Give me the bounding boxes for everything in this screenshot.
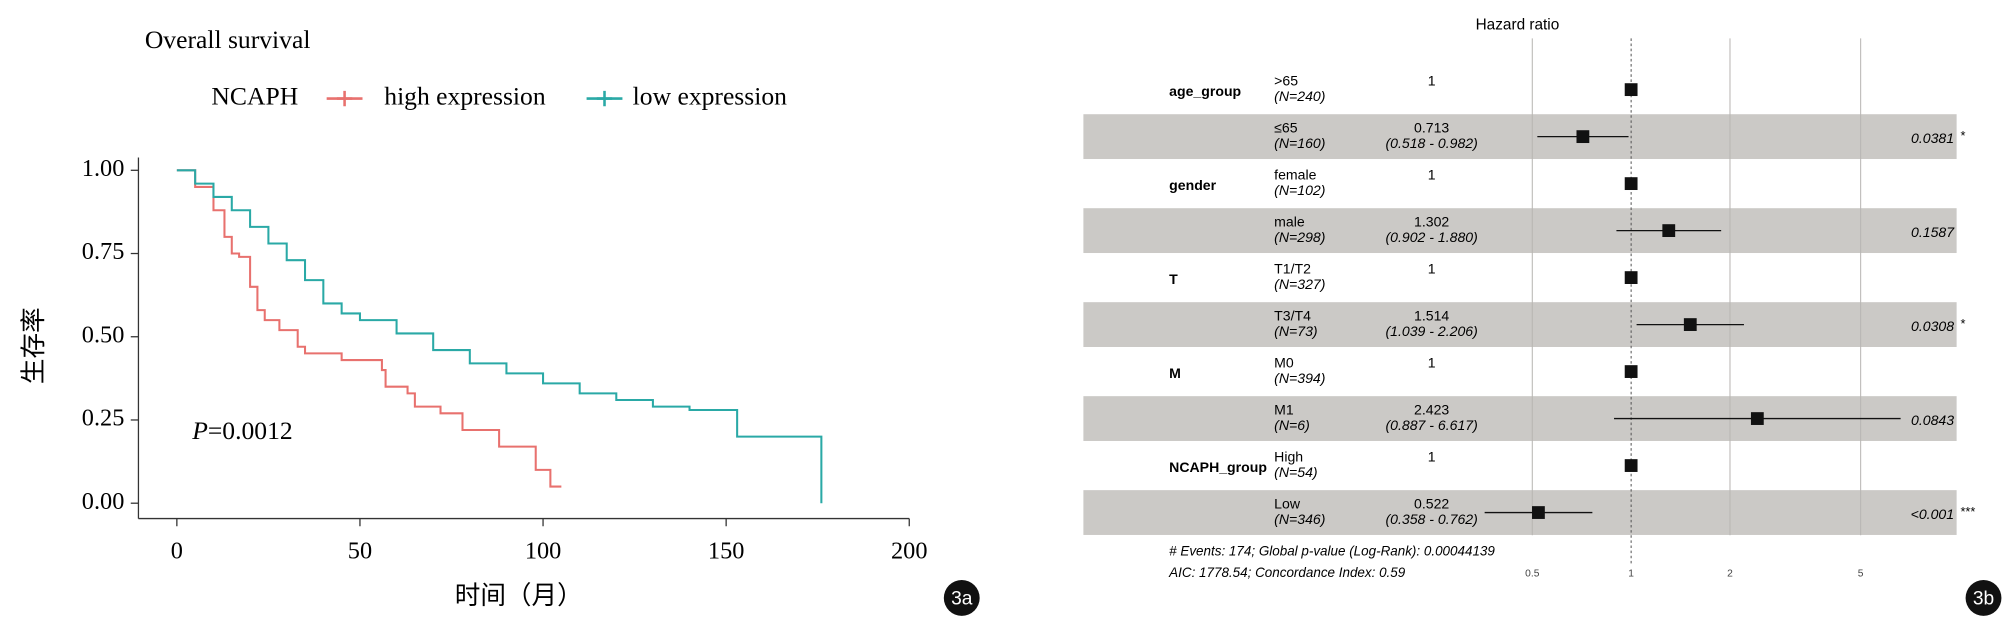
x-tick-label: 200 <box>891 538 927 565</box>
forest-title: Hazard ratio <box>1476 17 1560 34</box>
significance: * <box>1960 128 1965 143</box>
hr-point <box>1624 271 1638 284</box>
row-shade <box>1083 114 1957 160</box>
hr-point <box>1662 224 1676 238</box>
group-label: T <box>1169 271 1178 287</box>
group-label: NCAPH_group <box>1169 459 1267 475</box>
n-label: (N=327) <box>1274 276 1325 292</box>
level-label: >65 <box>1274 73 1298 89</box>
panel-label: 3a <box>951 588 973 609</box>
ci-label: (0.358 - 0.762) <box>1385 511 1477 527</box>
level-label: female <box>1274 167 1316 183</box>
legend-label: high expression <box>384 81 546 110</box>
ci-label: (1.039 - 2.206) <box>1385 323 1477 339</box>
survival-curve <box>176 169 823 504</box>
x-tick-label: 0.5 <box>1525 568 1540 579</box>
level-label: M1 <box>1274 402 1294 418</box>
y-tick-label: 0.50 <box>82 321 125 348</box>
chart-title: Overall survival <box>145 25 311 54</box>
level-label: ≤65 <box>1274 120 1298 136</box>
p-value: 0.1587 <box>1911 224 1955 240</box>
legend-title: NCAPH <box>211 81 298 110</box>
hr-point <box>1624 365 1638 378</box>
legend-label: low expression <box>633 81 787 110</box>
p-value: <0.001 <box>1911 506 1954 522</box>
significance: *** <box>1960 504 1975 519</box>
row-shade <box>1083 208 1957 254</box>
hr-label: 2.423 <box>1414 402 1449 418</box>
n-label: (N=346) <box>1274 511 1325 527</box>
x-tick-label: 150 <box>708 538 744 565</box>
p-value: =0.0012 <box>208 416 293 445</box>
n-label: (N=394) <box>1274 370 1325 386</box>
p-value-annotation: P=0.0012 <box>191 416 292 445</box>
level-label: High <box>1274 449 1303 465</box>
significance: * <box>1960 316 1965 331</box>
p-value: 0.0381 <box>1911 130 1954 146</box>
group-label: age_group <box>1169 83 1241 99</box>
panel-badge <box>943 580 980 616</box>
legend-marker <box>596 90 613 107</box>
hr-label: 0.713 <box>1414 120 1449 136</box>
y-tick-label: 1.00 <box>82 155 125 182</box>
x-tick-label: 100 <box>525 538 561 565</box>
hr-label: 1 <box>1428 167 1436 183</box>
y-tick-label: 0.75 <box>82 238 125 265</box>
level-label: Low <box>1274 496 1301 512</box>
x-tick-label: 2 <box>1727 568 1733 579</box>
hr-point <box>1750 412 1764 425</box>
x-tick-label: 1 <box>1628 568 1634 579</box>
level-label: T1/T2 <box>1274 261 1311 277</box>
p-value: 0.0308 <box>1911 318 1954 334</box>
hr-label: 1 <box>1428 73 1436 89</box>
ci-label: (0.518 - 0.982) <box>1385 135 1477 151</box>
survival-curve <box>176 169 562 488</box>
hr-label: 1.302 <box>1414 214 1449 230</box>
hr-label: 0.522 <box>1414 496 1449 512</box>
panel-badge <box>1965 580 2002 616</box>
x-tick-label: 5 <box>1858 568 1864 579</box>
group-label: gender <box>1169 177 1216 193</box>
group-label: M <box>1169 365 1181 381</box>
n-label: (N=54) <box>1274 464 1317 480</box>
x-axis-label: 时间（月） <box>455 581 583 610</box>
n-label: (N=102) <box>1274 182 1325 198</box>
legend-marker <box>336 90 353 107</box>
y-axis-label: 生存率 <box>19 307 48 384</box>
hr-label: 1 <box>1428 449 1436 465</box>
level-label: T3/T4 <box>1274 308 1311 324</box>
x-tick-label: 50 <box>348 538 372 565</box>
footer-note: # Events: 174; Global p-value (Log-Rank)… <box>1169 543 1495 558</box>
n-label: (N=240) <box>1274 88 1325 104</box>
hr-point <box>1624 83 1638 97</box>
y-tick-label: 0.25 <box>82 405 125 432</box>
hr-point <box>1624 177 1638 191</box>
n-label: (N=73) <box>1274 323 1317 339</box>
level-label: M0 <box>1274 355 1294 371</box>
panel-label: 3b <box>1973 588 1994 609</box>
hr-label: 1 <box>1428 261 1436 277</box>
p-symbol: P <box>191 416 208 445</box>
hr-point <box>1576 130 1590 144</box>
hr-point <box>1683 318 1697 331</box>
ci-label: (0.902 - 1.880) <box>1385 229 1477 245</box>
row-shade <box>1083 302 1957 347</box>
x-tick-label: 0 <box>171 538 183 565</box>
ci-label: (0.887 - 6.617) <box>1385 417 1477 433</box>
footer-note: AIC: 1778.54; Concordance Index: 0.59 <box>1168 565 1406 580</box>
level-label: male <box>1274 214 1305 230</box>
hr-label: 1 <box>1428 355 1436 371</box>
n-label: (N=160) <box>1274 135 1325 151</box>
p-value: 0.0843 <box>1911 412 1954 428</box>
n-label: (N=6) <box>1274 417 1310 433</box>
y-tick-label: 0.00 <box>82 488 125 515</box>
n-label: (N=298) <box>1274 229 1325 245</box>
hr-point <box>1624 459 1638 472</box>
hr-label: 1.514 <box>1414 308 1449 324</box>
hr-point <box>1532 506 1545 519</box>
